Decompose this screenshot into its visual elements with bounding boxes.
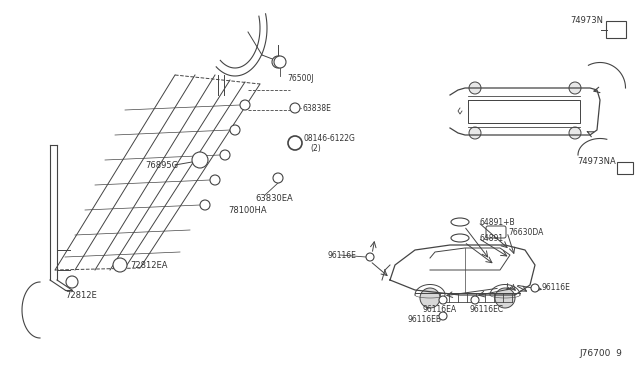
Text: 96116EA: 96116EA [423, 305, 457, 314]
Circle shape [439, 312, 447, 320]
Circle shape [439, 296, 447, 304]
Text: 96116EC: 96116EC [470, 305, 504, 314]
Circle shape [569, 127, 581, 139]
Circle shape [230, 125, 240, 135]
Circle shape [420, 288, 440, 308]
Text: 76895G: 76895G [145, 160, 178, 170]
Circle shape [366, 253, 374, 261]
Text: 76500J: 76500J [287, 74, 314, 83]
Text: 72812EA: 72812EA [130, 260, 168, 269]
Circle shape [469, 82, 481, 94]
Text: 08146-6122G: 08146-6122G [304, 134, 356, 142]
Text: 96116E: 96116E [542, 283, 571, 292]
Text: 64891: 64891 [480, 234, 504, 243]
Circle shape [569, 82, 581, 94]
Text: 74973NA: 74973NA [577, 157, 616, 166]
Circle shape [469, 127, 481, 139]
Ellipse shape [451, 218, 469, 226]
Circle shape [113, 258, 127, 272]
Text: 78100HA: 78100HA [228, 205, 267, 215]
Ellipse shape [451, 234, 469, 242]
Text: B: B [292, 138, 298, 148]
Circle shape [471, 296, 479, 304]
Circle shape [240, 100, 250, 110]
FancyBboxPatch shape [486, 226, 506, 238]
Text: 72812E: 72812E [65, 291, 97, 299]
Circle shape [200, 200, 210, 210]
Circle shape [192, 152, 208, 168]
Circle shape [290, 103, 300, 113]
Text: 74973N: 74973N [570, 16, 603, 25]
Circle shape [210, 175, 220, 185]
Circle shape [66, 276, 78, 288]
FancyBboxPatch shape [606, 21, 626, 38]
Circle shape [274, 56, 286, 68]
Circle shape [288, 136, 302, 150]
FancyBboxPatch shape [617, 162, 633, 174]
Text: 64891+B: 64891+B [480, 218, 516, 227]
Circle shape [273, 173, 283, 183]
Circle shape [531, 284, 539, 292]
Text: 96116EB: 96116EB [408, 315, 442, 324]
Text: 96116E: 96116E [328, 250, 357, 260]
Text: 63838E: 63838E [303, 103, 332, 112]
Text: 76630DA: 76630DA [508, 228, 543, 237]
Text: J76700  9: J76700 9 [579, 349, 622, 358]
Text: (2): (2) [310, 144, 321, 153]
Circle shape [495, 288, 515, 308]
Circle shape [220, 150, 230, 160]
Text: 63830EA: 63830EA [255, 193, 292, 202]
Circle shape [272, 56, 284, 68]
